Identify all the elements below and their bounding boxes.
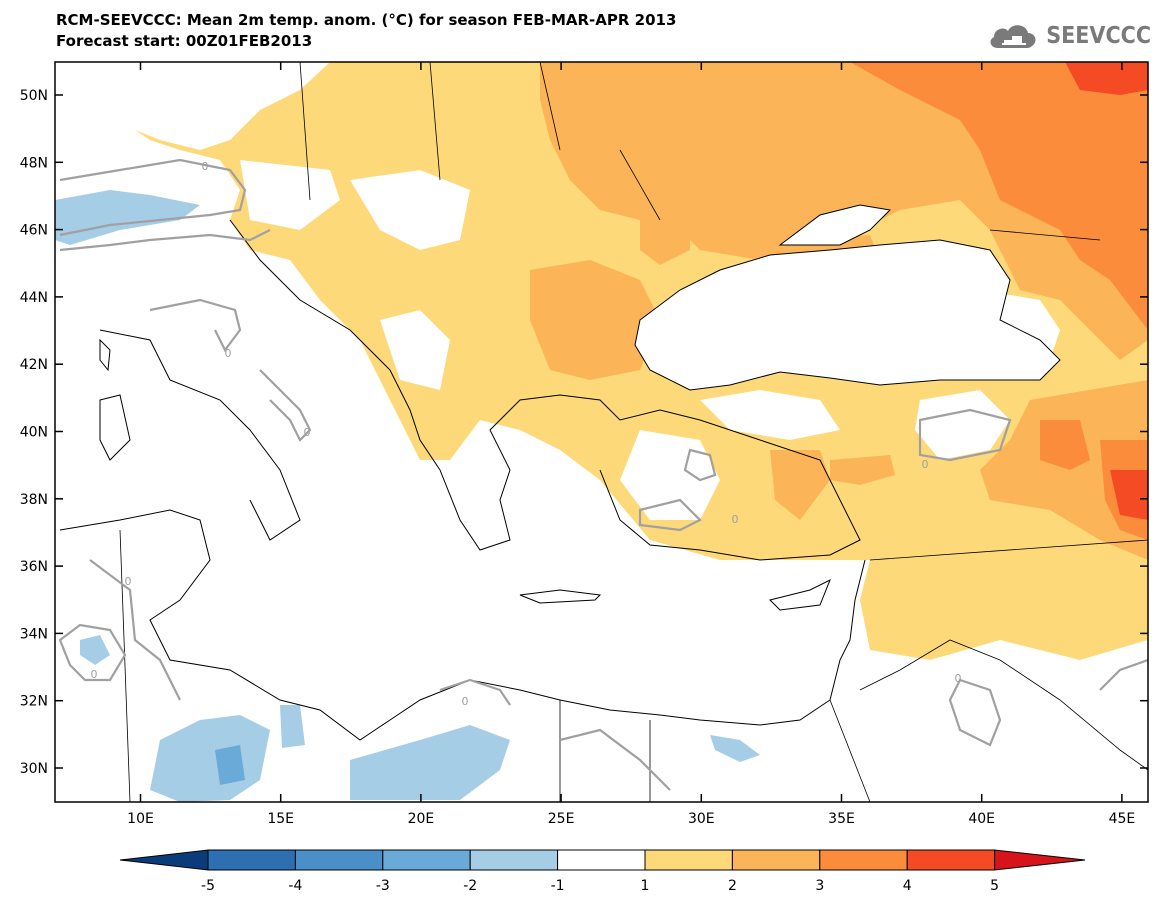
logo-text: SEEVCCC — [1046, 23, 1151, 49]
contour-label: 0 — [462, 695, 469, 708]
colorbar-label: -5 — [201, 878, 215, 894]
lat-tick-label: 38N — [20, 492, 48, 508]
colorbar-segment — [382, 849, 471, 871]
anomaly-fill-layer — [55, 62, 1148, 802]
cloud-icon — [990, 25, 1036, 48]
lat-tick-label: 40N — [20, 425, 48, 441]
lat-tick-label: 48N — [20, 155, 48, 171]
colorbar-segment — [819, 849, 908, 871]
lon-tick-label: 40E — [968, 811, 995, 827]
lon-tick-label: 15E — [267, 811, 294, 827]
lat-tick-label: 36N — [20, 559, 48, 575]
colorbar-label: -4 — [288, 878, 302, 894]
colorbar-label: 4 — [903, 878, 912, 894]
lat-tick-label: 34N — [20, 626, 48, 642]
lat-tick-label: 44N — [20, 290, 48, 306]
colorbar-arrow-low — [119, 849, 209, 871]
lon-tick-label: 25E — [548, 811, 575, 827]
contour-label: 0 — [202, 160, 209, 173]
coastlines — [59, 62, 1148, 802]
contour-label: 0 — [304, 426, 311, 439]
colorbar-label: 2 — [728, 878, 737, 894]
forecast-start-label: Forecast start: 00Z01FEB2013 — [56, 32, 313, 50]
zero-contours — [58, 158, 1148, 791]
colorbar-segment — [644, 849, 733, 871]
contour-label: 0 — [125, 575, 132, 588]
colorbar-arrow-high — [994, 849, 1086, 871]
longitude-axis: 10E 15E 20E 25E 30E 35E 40E 45E — [127, 62, 1135, 827]
colorbar-label: -2 — [463, 878, 477, 894]
lat-tick-label: 50N — [20, 88, 48, 104]
colorbar-label: 3 — [815, 878, 824, 894]
contour-label: 0 — [91, 668, 98, 681]
colorbar-segment — [731, 849, 821, 871]
colorbar-segment — [207, 849, 296, 871]
contour-label: 0 — [922, 458, 929, 471]
lon-tick-label: 10E — [127, 811, 154, 827]
colorbar-segment — [469, 849, 559, 871]
lat-tick-label: 42N — [20, 357, 48, 373]
lat-tick-label: 30N — [20, 761, 48, 777]
colorbar-segment — [294, 849, 384, 871]
colorbar-label: -3 — [376, 878, 390, 894]
map-title: RCM-SEEVCCC: Mean 2m temp. anom. (°C) fo… — [56, 11, 677, 29]
lon-tick-label: 20E — [408, 811, 435, 827]
seevccc-logo: SEEVCCC — [986, 20, 1151, 52]
lat-tick-label: 32N — [20, 694, 48, 710]
colorbar-segment — [557, 849, 646, 871]
latitude-axis: 50N 48N 46N 44N 42N 40N 38N 36N 34N 32N 30N — [20, 88, 1148, 777]
colorbar: -5 -4 -3 -2 -1 1 2 3 4 5 — [119, 849, 1086, 894]
colorbar-segment — [906, 849, 996, 871]
lon-tick-label: 45E — [1109, 811, 1136, 827]
colorbar-label: 1 — [641, 878, 650, 894]
lat-tick-label: 46N — [20, 223, 48, 239]
colorbar-label: 5 — [990, 878, 999, 894]
contour-label: 0 — [955, 672, 962, 685]
lon-tick-label: 35E — [828, 811, 855, 827]
contour-label: 0 — [225, 347, 232, 360]
contour-label: 0 — [732, 513, 739, 526]
colorbar-label: -1 — [551, 878, 565, 894]
lon-tick-label: 30E — [688, 811, 715, 827]
contour-labels: 0 0 0 0 0 0 0 0 0 — [91, 160, 962, 708]
